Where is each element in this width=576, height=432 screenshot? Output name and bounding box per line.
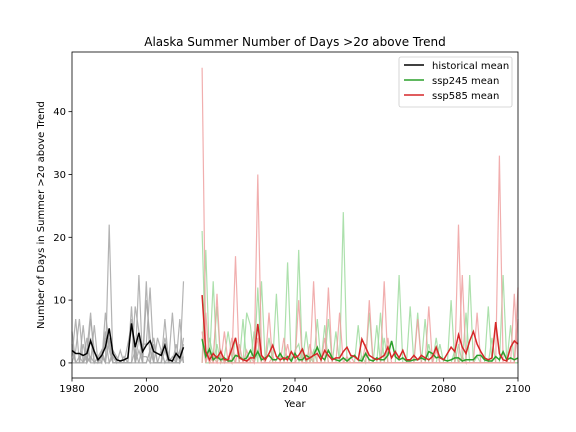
legend-label-ssp585: ssp585 mean [432,91,499,102]
chart-title: Alaska Summer Number of Days >2σ above T… [144,35,446,49]
x-axis-ticks: 1980 2000 2020 2040 2060 2080 2100 [59,378,530,395]
x-axis-label: Year [283,399,306,410]
y-axis-label: Number of Days in Summer >2σ above Trend [36,101,47,329]
legend: historical mean ssp245 mean ssp585 mean [399,57,512,107]
y-tick-label: 20 [53,233,66,244]
x-tick-label: 2040 [282,384,307,395]
legend-label-historical: historical mean [432,61,509,72]
x-tick-label: 2020 [208,384,233,395]
x-tick-label: 2100 [505,384,530,395]
x-tick-label: 1980 [59,384,84,395]
x-tick-label: 2060 [357,384,382,395]
member-line-ssp585_members-9 [202,68,518,363]
legend-label-ssp245: ssp245 mean [432,76,499,87]
y-tick-label: 40 [53,107,66,118]
x-tick-label: 2000 [134,384,159,395]
y-axis-ticks: 0 10 20 30 40 [53,107,72,369]
x-tick-label: 2080 [431,384,456,395]
ensemble-members [72,68,518,363]
y-tick-label: 0 [60,358,66,369]
y-tick-label: 30 [53,170,66,181]
y-tick-label: 10 [53,296,66,307]
